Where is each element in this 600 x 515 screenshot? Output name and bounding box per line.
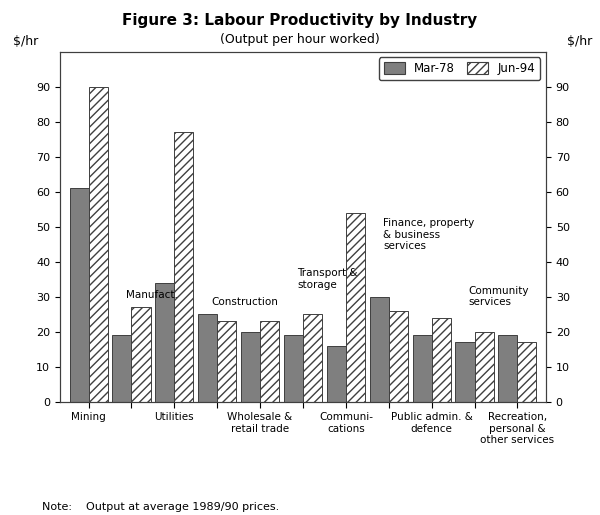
Bar	[499, 335, 517, 402]
Bar	[260, 321, 279, 402]
Text: Finance, property
& business
services: Finance, property & business services	[383, 218, 474, 251]
Bar	[413, 335, 431, 402]
Text: Figure 3: Labour Productivity by Industry: Figure 3: Labour Productivity by Industr…	[122, 13, 478, 28]
Text: Note:    Output at average 1989/90 prices.: Note: Output at average 1989/90 prices.	[42, 503, 279, 512]
Bar	[112, 335, 131, 402]
Bar	[517, 342, 536, 402]
Bar	[346, 213, 365, 402]
Bar	[475, 332, 494, 402]
Legend: Mar-78, Jun-94: Mar-78, Jun-94	[379, 57, 540, 80]
Bar	[284, 335, 303, 402]
Bar	[431, 318, 451, 402]
Bar	[155, 283, 175, 402]
Bar	[198, 314, 217, 402]
Bar	[389, 311, 408, 402]
Bar	[70, 188, 89, 402]
Text: Manufact.: Manufact.	[126, 290, 178, 300]
Bar	[131, 307, 151, 402]
Text: Community
services: Community services	[469, 285, 529, 307]
Text: (Output per hour worked): (Output per hour worked)	[220, 33, 380, 46]
Bar	[241, 332, 260, 402]
Bar	[89, 87, 107, 402]
Bar	[370, 297, 389, 402]
Y-axis label: $/hr: $/hr	[568, 35, 593, 48]
Text: Transport &
storage: Transport & storage	[297, 268, 358, 289]
Bar	[217, 321, 236, 402]
Bar	[303, 314, 322, 402]
Bar	[175, 132, 193, 402]
Y-axis label: $/hr: $/hr	[13, 35, 38, 48]
Bar	[455, 342, 475, 402]
Text: Construction: Construction	[212, 297, 278, 307]
Bar	[327, 346, 346, 402]
